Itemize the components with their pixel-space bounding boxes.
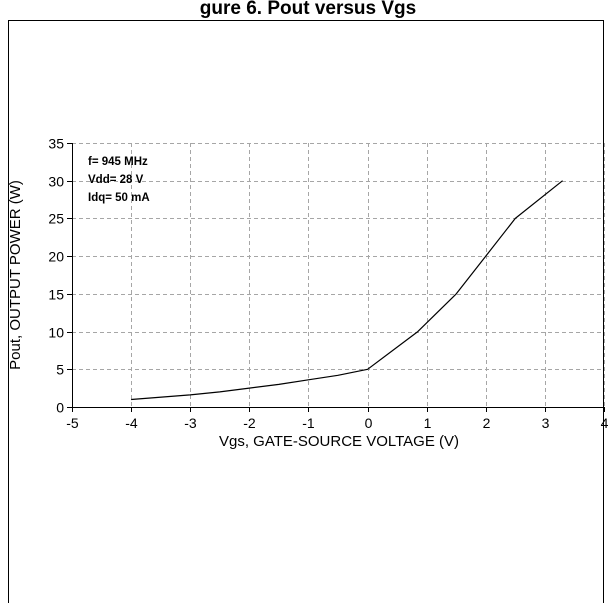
y-tick-label-3: 15 xyxy=(48,287,64,303)
tick-labels: -5 -4 -3 -2 -1 0 1 2 3 4 0 5 10 15 20 25 30 35 xyxy=(48,136,608,432)
y-tick-label-7: 35 xyxy=(48,136,64,152)
x-tick-label-1: -4 xyxy=(125,415,138,431)
y-tick-label-1: 5 xyxy=(56,362,64,378)
y-tick-label-2: 10 xyxy=(48,325,64,341)
x-axis-label: Vgs, GATE-SOURCE VOLTAGE (V) xyxy=(219,433,459,450)
x-tick-label-8: 3 xyxy=(542,415,550,431)
grid xyxy=(72,143,605,408)
x-tick-label-2: -3 xyxy=(184,415,197,431)
annotation-0: f= 945 MHz xyxy=(88,156,148,168)
page-frame xyxy=(8,20,604,603)
annotation-1: Vdd= 28 V xyxy=(88,174,144,186)
x-tick-label-0: -5 xyxy=(66,415,79,431)
series xyxy=(131,180,563,401)
axes xyxy=(67,143,605,412)
x-tick-label-3: -2 xyxy=(243,415,256,431)
y-tick-label-0: 0 xyxy=(56,400,64,416)
page-title-fragment: gure 6. Pout versus Vgs xyxy=(200,0,416,19)
x-tick-label-7: 2 xyxy=(483,415,491,431)
y-axis-label: Pout, OUTPUT POWER (W) xyxy=(7,180,24,370)
annotations: f= 945 MHz Vdd= 28 V Idq= 50 mA xyxy=(88,156,150,204)
y-tick-label-5: 25 xyxy=(48,211,64,227)
x-tick-label-5: 0 xyxy=(365,415,373,431)
x-tick-label-6: 1 xyxy=(424,415,432,431)
series-line-0 xyxy=(131,180,563,401)
y-tick-label-6: 30 xyxy=(48,174,64,190)
y-tick-label-4: 20 xyxy=(48,249,64,265)
annotation-2: Idq= 50 mA xyxy=(88,192,150,204)
x-tick-label-4: -1 xyxy=(302,415,315,431)
x-tick-label-9: 4 xyxy=(601,415,609,431)
